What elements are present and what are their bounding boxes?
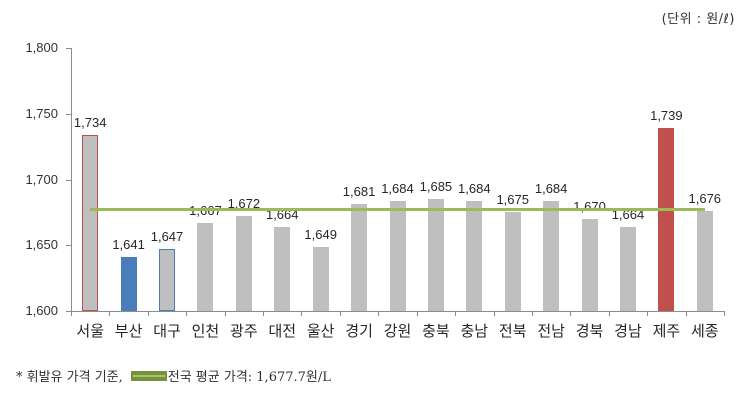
category-label: 대전 <box>268 322 297 340</box>
y-tick-label: 1,600 <box>25 303 58 318</box>
footnote: * 휘발유 가격 기준, 전국 평균 가격: 1,677.7원/L <box>16 366 331 385</box>
bar-9 <box>389 200 406 311</box>
bar-value-label: 1,675 <box>496 192 529 208</box>
x-tick <box>301 311 303 316</box>
y-tick-label: 1,650 <box>25 237 58 253</box>
bar-13 <box>543 200 560 311</box>
category-label: 강원 <box>383 322 412 340</box>
bar-15 <box>619 226 636 311</box>
bar-1 <box>82 134 99 311</box>
bar-value-label: 1,685 <box>419 179 453 195</box>
bar-12 <box>504 212 521 311</box>
y-axis <box>71 48 72 312</box>
x-tick <box>263 311 265 316</box>
y-tick <box>66 179 71 181</box>
category-label: 경북 <box>575 322 604 340</box>
x-tick <box>186 311 188 316</box>
bar-14 <box>581 218 598 311</box>
category-label: 전북 <box>498 322 527 340</box>
category-label: 충남 <box>460 322 489 340</box>
category-label: 제주 <box>652 322 681 340</box>
bar-value-label: 1,684 <box>458 180 491 196</box>
footnote-prefix: * 휘발유 가격 기준, <box>16 370 123 385</box>
y-tick <box>66 113 71 115</box>
x-tick <box>647 311 649 316</box>
bar-11 <box>466 200 483 311</box>
x-tick <box>570 311 572 316</box>
y-tick-label: 1,800 <box>25 40 58 55</box>
x-tick <box>109 311 111 316</box>
bar-value-label: 1,647 <box>150 229 184 245</box>
national-average-line <box>90 207 705 211</box>
bar-value-label: 1,649 <box>304 226 337 242</box>
category-label: 경기 <box>345 322 373 340</box>
bar-value-label: 1,676 <box>688 191 722 207</box>
category-label: 경남 <box>614 322 642 340</box>
category-label: 부산 <box>114 322 143 340</box>
bar-value-label: 1,681 <box>342 184 376 200</box>
category-label: 울산 <box>306 322 335 340</box>
bar-6 <box>274 226 291 311</box>
category-label: 세종 <box>690 322 719 340</box>
x-tick <box>339 311 341 316</box>
x-tick <box>685 311 687 316</box>
category-label: 서울 <box>76 322 104 340</box>
x-tick <box>724 311 725 316</box>
bar-4 <box>197 222 214 311</box>
x-tick <box>493 311 495 316</box>
x-tick <box>531 311 533 316</box>
y-tick <box>66 48 71 49</box>
bar-8 <box>351 204 368 311</box>
unit-label: (단위 : 원/ℓ) <box>661 12 735 27</box>
category-label: 충북 <box>422 322 450 340</box>
bar-17 <box>696 211 713 311</box>
bar-2 <box>120 257 137 311</box>
y-tick <box>66 311 71 312</box>
x-tick <box>378 311 380 316</box>
bar-value-label: 1,672 <box>227 196 261 212</box>
bar-3 <box>159 249 176 311</box>
bar-value-label: 1,641 <box>112 237 145 253</box>
x-axis <box>71 311 724 312</box>
category-label: 전남 <box>537 322 565 340</box>
y-tick-label: 1,700 <box>25 171 58 187</box>
bar-value-label: 1,734 <box>73 114 107 130</box>
y-tick <box>66 245 71 247</box>
bar-value-label: 1,684 <box>381 180 414 196</box>
bar-7 <box>312 246 329 311</box>
footnote-legend-label: 전국 평균 가격: 1,677.7원/L <box>167 370 331 385</box>
bar-value-label: 1,739 <box>650 108 683 124</box>
x-tick <box>608 311 610 316</box>
x-tick <box>147 311 149 316</box>
x-tick <box>416 311 418 316</box>
bar-5 <box>235 216 252 311</box>
category-label: 광주 <box>230 322 258 340</box>
bar-value-label: 1,684 <box>534 180 568 196</box>
x-tick <box>71 311 72 316</box>
x-tick <box>224 311 226 316</box>
y-tick-label: 1,750 <box>25 105 58 121</box>
bar-16 <box>658 128 675 311</box>
average-line-legend-swatch <box>130 370 167 381</box>
category-label: 인천 <box>191 322 220 340</box>
bar-10 <box>427 199 444 311</box>
x-tick <box>455 311 457 316</box>
category-label: 대구 <box>153 322 181 340</box>
